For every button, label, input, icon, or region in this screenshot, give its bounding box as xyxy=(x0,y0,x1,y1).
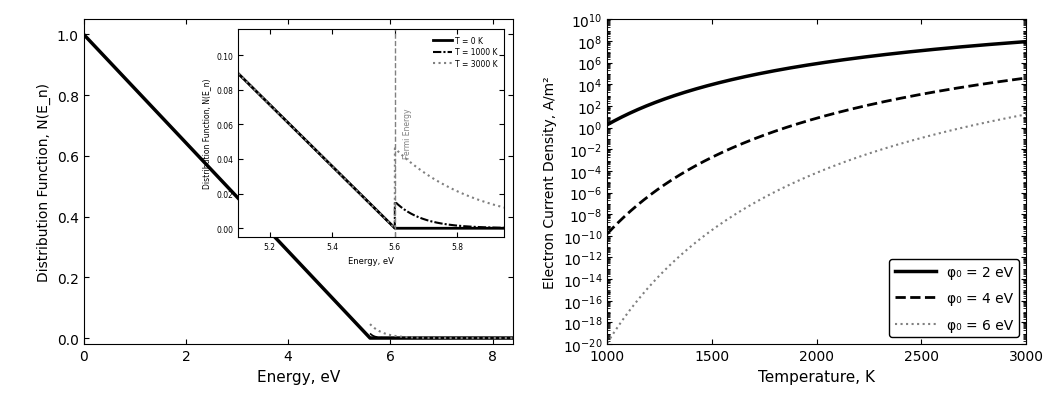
φ₀ = 2 eV xyxy=(881,53,893,58)
φ₀ = 6 eV xyxy=(848,157,861,162)
φ₀ = 6 eV xyxy=(790,179,803,184)
φ₀ = 2 eV xyxy=(1020,40,1032,45)
Y-axis label: Distribution Function, N(E_n): Distribution Function, N(E_n) xyxy=(38,83,51,281)
Legend: φ₀ = 2 eV, φ₀ = 4 eV, φ₀ = 6 eV: φ₀ = 2 eV, φ₀ = 4 eV, φ₀ = 6 eV xyxy=(889,260,1019,337)
φ₀ = 2 eV xyxy=(916,49,929,54)
φ₀ = 6 eV xyxy=(1020,113,1032,117)
φ₀ = 4 eV xyxy=(881,99,893,104)
Line: φ₀ = 4 eV: φ₀ = 4 eV xyxy=(607,79,1026,234)
Line: φ₀ = 6 eV: φ₀ = 6 eV xyxy=(607,115,1026,343)
φ₀ = 4 eV xyxy=(709,154,721,159)
φ₀ = 4 eV xyxy=(848,107,861,112)
φ₀ = 6 eV xyxy=(601,341,614,345)
X-axis label: Temperature, K: Temperature, K xyxy=(758,369,875,384)
φ₀ = 2 eV xyxy=(848,57,861,62)
φ₀ = 4 eV xyxy=(675,172,688,177)
Y-axis label: Electron Current Density, A/m²: Electron Current Density, A/m² xyxy=(543,76,557,288)
φ₀ = 2 eV xyxy=(790,65,803,70)
φ₀ = 2 eV xyxy=(601,123,614,128)
φ₀ = 4 eV xyxy=(601,232,614,237)
φ₀ = 6 eV xyxy=(881,146,893,151)
φ₀ = 6 eV xyxy=(675,252,688,257)
X-axis label: Energy, eV: Energy, eV xyxy=(257,369,340,384)
φ₀ = 4 eV xyxy=(790,122,803,127)
φ₀ = 4 eV xyxy=(916,92,929,97)
φ₀ = 6 eV xyxy=(709,226,721,231)
φ₀ = 2 eV xyxy=(709,82,721,87)
φ₀ = 6 eV xyxy=(916,136,929,141)
Line: φ₀ = 2 eV: φ₀ = 2 eV xyxy=(607,43,1026,126)
φ₀ = 2 eV xyxy=(675,92,688,96)
φ₀ = 4 eV xyxy=(1020,77,1032,81)
